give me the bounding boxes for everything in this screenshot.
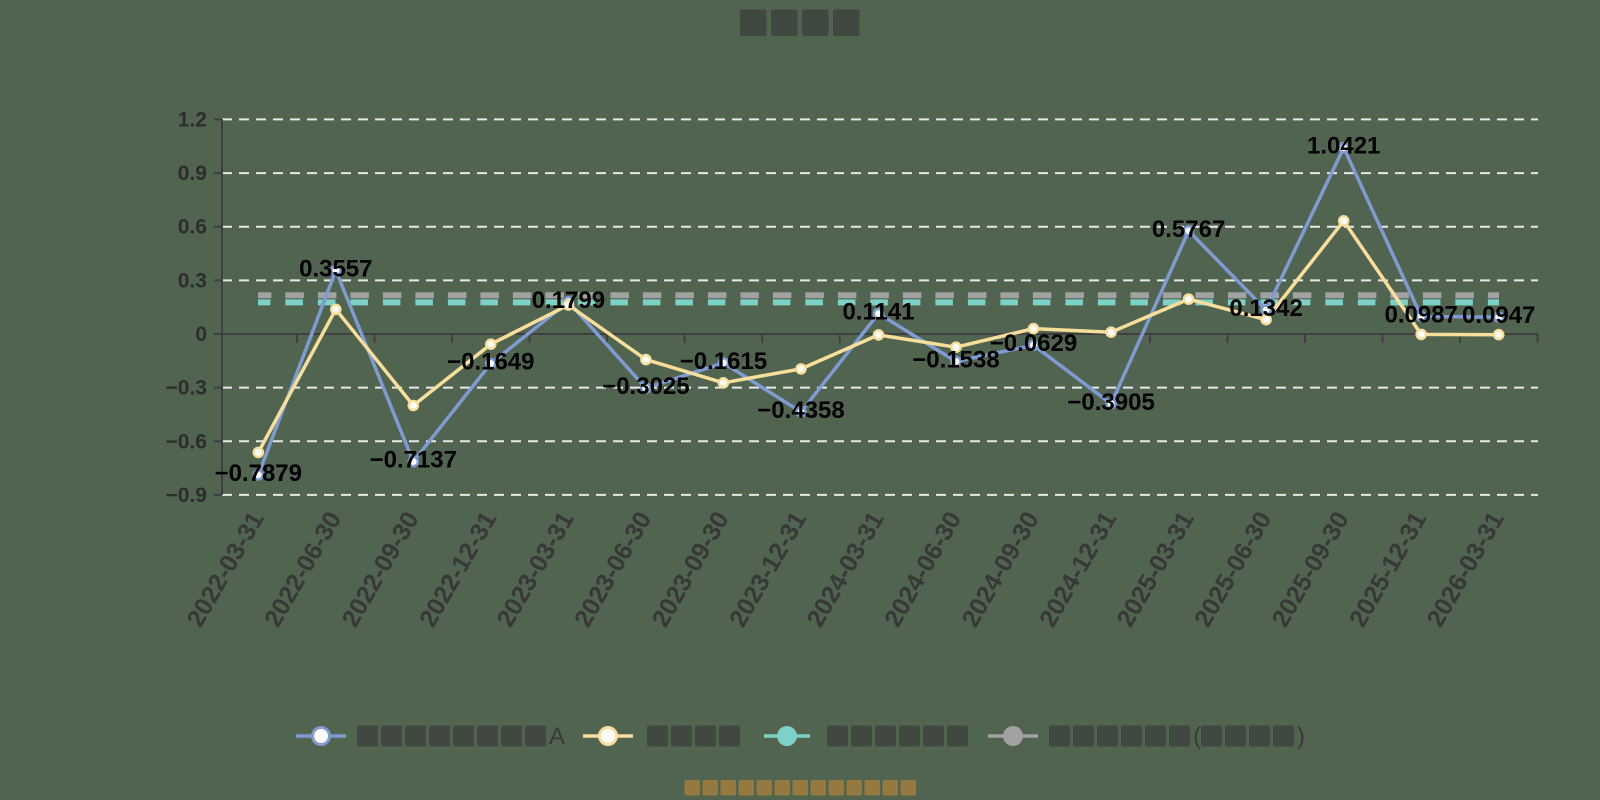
svg-text:0.1141: 0.1141 bbox=[842, 299, 914, 326]
svg-text:0.0947: 0.0947 bbox=[1462, 302, 1535, 329]
svg-text:1.2: 1.2 bbox=[178, 108, 207, 131]
svg-text:0.1799: 0.1799 bbox=[532, 287, 605, 314]
svg-text:−0.6: −0.6 bbox=[166, 430, 207, 453]
svg-text:−0.3905: −0.3905 bbox=[1067, 389, 1154, 416]
svg-text:1.0421: 1.0421 bbox=[1307, 133, 1380, 160]
svg-text:): ) bbox=[1297, 723, 1305, 750]
svg-text:0.6: 0.6 bbox=[178, 216, 207, 239]
svg-text:−0.9: −0.9 bbox=[166, 484, 207, 507]
svg-text:0.3: 0.3 bbox=[178, 269, 207, 292]
svg-text:(: ( bbox=[1193, 723, 1201, 750]
svg-text:0.0987: 0.0987 bbox=[1384, 301, 1457, 328]
svg-text:0.5767: 0.5767 bbox=[1152, 216, 1225, 243]
svg-text:−0.3: −0.3 bbox=[166, 377, 207, 400]
svg-text:−0.1538: −0.1538 bbox=[912, 347, 999, 374]
svg-text:−0.1615: −0.1615 bbox=[680, 348, 767, 375]
svg-text:−0.0629: −0.0629 bbox=[990, 330, 1077, 357]
svg-text:0.9: 0.9 bbox=[178, 162, 207, 185]
svg-text:−0.3025: −0.3025 bbox=[602, 373, 689, 400]
svg-text:A: A bbox=[549, 723, 565, 750]
svg-text:−0.7137: −0.7137 bbox=[370, 447, 457, 474]
svg-text:0.1342: 0.1342 bbox=[1229, 295, 1302, 322]
svg-text:0: 0 bbox=[195, 323, 207, 346]
svg-text:−0.4358: −0.4358 bbox=[757, 397, 844, 424]
svg-text:−0.7879: −0.7879 bbox=[215, 460, 302, 487]
svg-text:−0.1649: −0.1649 bbox=[447, 349, 534, 376]
svg-text:0.3557: 0.3557 bbox=[299, 255, 372, 282]
